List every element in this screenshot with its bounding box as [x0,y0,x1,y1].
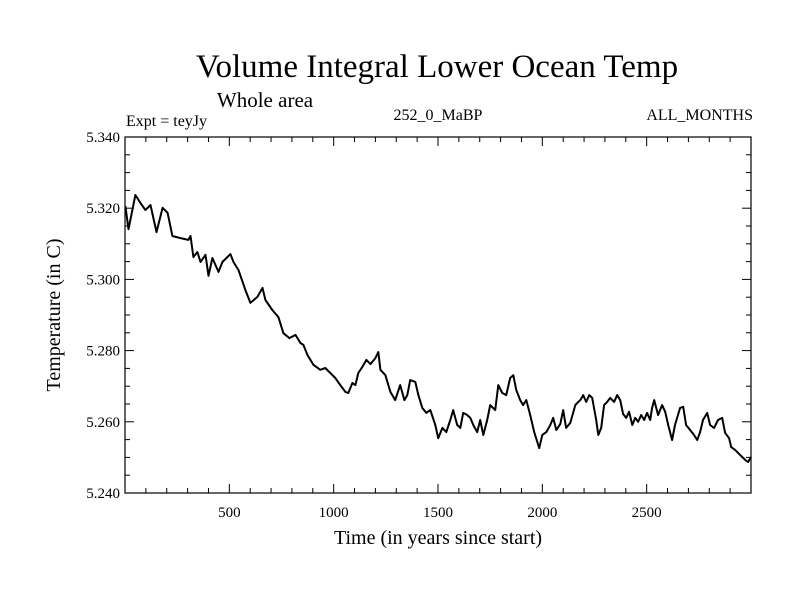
y-tick-label: 5.260 [86,415,120,431]
x-axis-label: Time (in years since start) [334,527,542,549]
chart-title: Volume Integral Lower Ocean Temp [196,49,678,85]
months-label: ALL_MONTHS [646,107,753,124]
period-label: 252_0_MaBP [394,107,483,124]
y-tick-label: 5.240 [86,486,120,502]
x-tick-label: 500 [218,505,241,521]
x-tick-label: 2000 [527,505,557,521]
series-line [124,194,752,463]
chart-subtitle: Whole area [217,88,314,112]
plot-frame [124,136,752,494]
experiment-label: Expt = teyJy [126,113,207,130]
y-axis-label: Temperature (in C) [43,239,65,392]
y-tick-label: 5.340 [86,130,120,146]
y-tick-label: 5.300 [86,272,120,288]
y-tick-label: 5.320 [86,201,120,217]
x-tick-label: 1500 [423,505,453,521]
x-tick-label: 2500 [632,505,662,521]
y-tick-label: 5.280 [86,344,120,360]
x-tick-label: 1000 [319,505,349,521]
